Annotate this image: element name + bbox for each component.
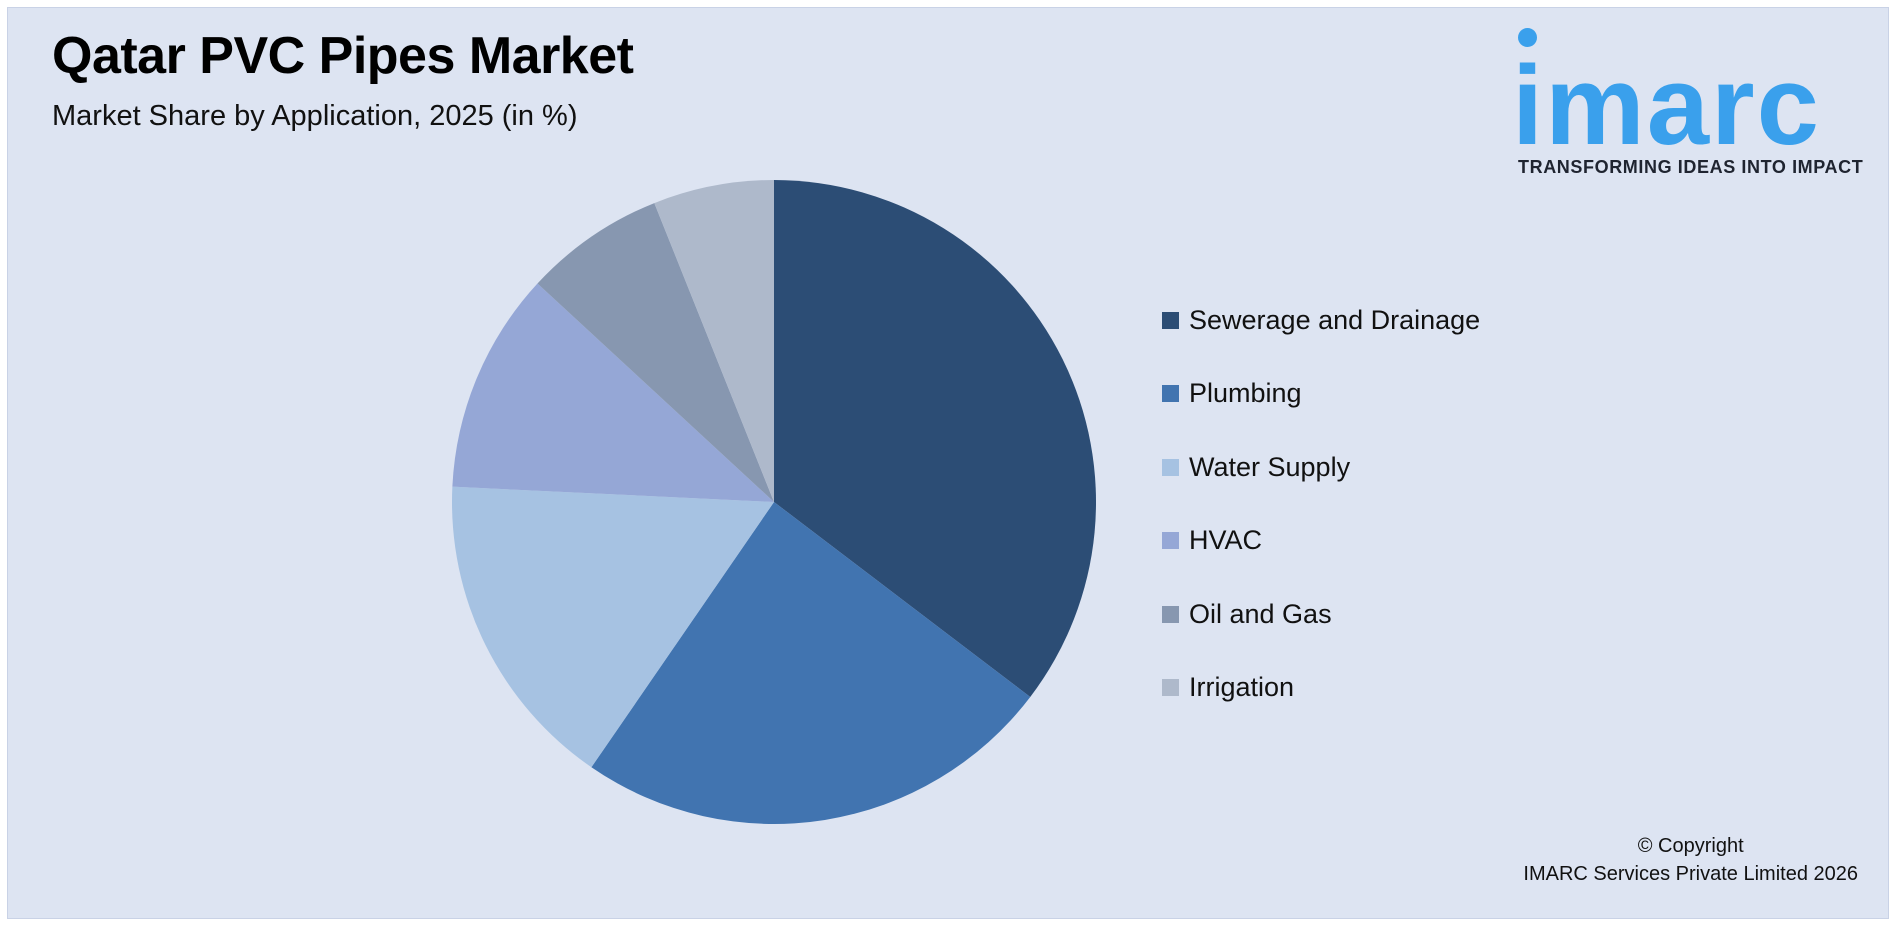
- legend-label: Irrigation: [1189, 672, 1295, 702]
- legend-swatch: [1162, 311, 1179, 329]
- legend-item-plumbing: Plumbing: [1162, 376, 1480, 412]
- copyright-line-1: © Copyright: [1637, 835, 1744, 857]
- pie-slice-sewerage-and-drainage: [774, 180, 1097, 698]
- logo-dot: [1518, 28, 1537, 47]
- pie-slice-irrigation: [654, 180, 774, 502]
- pie-slice-plumbing: [591, 502, 1031, 824]
- pie-slice-oil-and-gas: [537, 203, 774, 502]
- copyright-line-2: IMARC Services Private Limited 2026: [1523, 863, 1858, 885]
- legend-item-sewerage-and-drainage: Sewerage and Drainage: [1162, 302, 1480, 338]
- legend-item-oil-and-gas: Oil and Gas: [1162, 596, 1480, 632]
- legend-swatch: [1162, 458, 1179, 476]
- logo-tagline: TRANSFORMING IDEAS INTO IMPACT: [1518, 157, 1864, 177]
- chart-legend: Sewerage and Drainage Plumbing Water Suppl…: [1162, 302, 1480, 743]
- copyright-notice: © Copyright IMARC Services Private Limit…: [1523, 832, 1858, 888]
- legend-swatch: [1162, 385, 1179, 402]
- legend-label: Plumbing: [1189, 378, 1302, 408]
- legend-label: Water Supply: [1189, 451, 1351, 482]
- chart-subtitle: Market Share by Application, 2025 (in %): [52, 100, 578, 132]
- legend-item-hvac: HVAC: [1162, 523, 1480, 559]
- logo-wordmark: imarc: [1512, 43, 1821, 168]
- imarc-logo: imarc TRANSFORMING IDEAS INTO IMPACT: [1512, 22, 1876, 182]
- legend-label: Sewerage and Drainage: [1189, 304, 1481, 335]
- chart-title: Qatar PVC Pipes Market: [52, 27, 634, 85]
- legend-swatch: [1162, 532, 1179, 549]
- legend-swatch: [1162, 679, 1179, 696]
- legend-item-water-supply: Water Supply: [1162, 449, 1480, 485]
- legend-item-irrigation: Irrigation: [1162, 670, 1480, 706]
- pie-slice-water-supply: [451, 486, 774, 768]
- pie-slices: [451, 180, 1097, 824]
- legend-label: Oil and Gas: [1189, 598, 1332, 629]
- legend-label: HVAC: [1189, 525, 1263, 555]
- pie-slice-hvac: [452, 283, 774, 502]
- legend-swatch: [1162, 605, 1179, 623]
